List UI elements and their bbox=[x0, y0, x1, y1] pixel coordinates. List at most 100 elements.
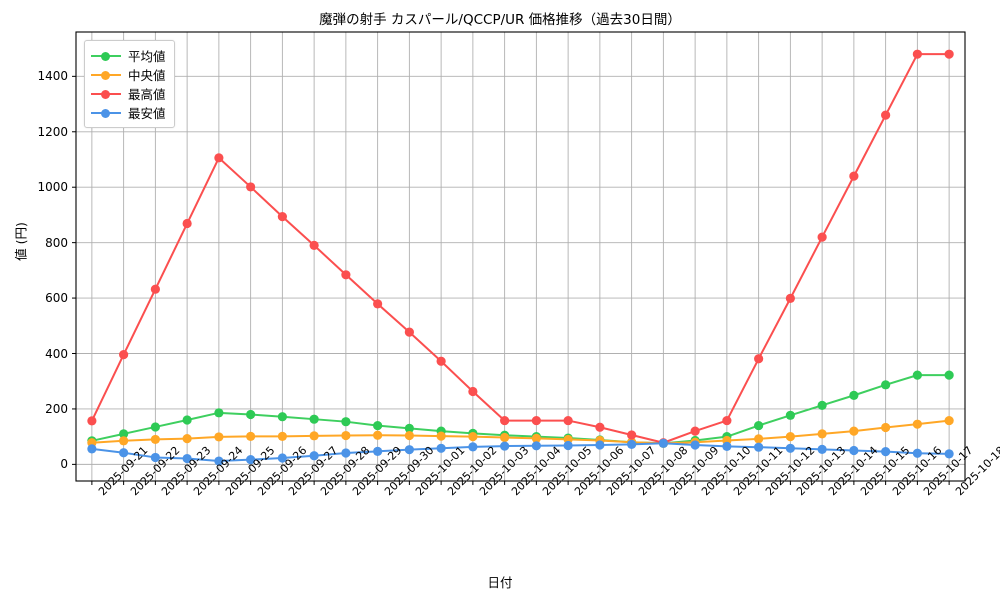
y-tick-label: 1400 bbox=[37, 69, 68, 84]
series-marker-1 bbox=[754, 434, 764, 444]
y-tick-label: 400 bbox=[45, 346, 68, 361]
series-marker-2 bbox=[531, 415, 541, 426]
series-marker-1 bbox=[944, 415, 954, 426]
legend-label: 最安値 bbox=[128, 106, 166, 121]
series-marker-0 bbox=[150, 422, 160, 432]
series-marker-1 bbox=[817, 429, 827, 439]
y-tick-label: 0 bbox=[60, 457, 68, 472]
series-marker-2 bbox=[246, 182, 256, 192]
series-marker-2 bbox=[912, 49, 922, 59]
series-marker-2 bbox=[150, 284, 160, 294]
series-line-3 bbox=[90, 442, 951, 463]
series-marker-3 bbox=[563, 440, 573, 451]
series-marker-1 bbox=[849, 426, 859, 436]
series-marker-3 bbox=[595, 440, 605, 450]
series-marker-0 bbox=[309, 414, 319, 424]
series-marker-2 bbox=[563, 415, 573, 426]
series-marker-0 bbox=[817, 400, 827, 410]
series-marker-3 bbox=[912, 448, 922, 458]
series-marker-3 bbox=[849, 445, 859, 456]
legend-item-0[interactable]: 平均値 bbox=[91, 46, 166, 65]
series-marker-1 bbox=[182, 433, 192, 444]
series-marker-2 bbox=[373, 299, 383, 309]
series-marker-2 bbox=[595, 422, 605, 432]
series-marker-1 bbox=[246, 431, 256, 441]
legend-item-2[interactable]: 最高値 bbox=[91, 84, 166, 103]
series-marker-0 bbox=[849, 390, 859, 400]
series-marker-3 bbox=[722, 441, 732, 451]
series-line-2 bbox=[90, 53, 951, 444]
series-marker-1 bbox=[500, 432, 510, 443]
series-marker-2 bbox=[182, 218, 192, 229]
series-marker-2 bbox=[690, 426, 700, 436]
series-marker-2 bbox=[817, 232, 827, 242]
series-marker-1 bbox=[404, 430, 414, 441]
legend-item-1[interactable]: 中央値 bbox=[91, 65, 166, 84]
series-marker-0 bbox=[341, 417, 351, 427]
series-marker-2 bbox=[500, 415, 510, 426]
legend-swatch-icon bbox=[91, 88, 121, 100]
series-marker-3 bbox=[531, 441, 541, 451]
series-marker-2 bbox=[214, 153, 224, 163]
plot-frame bbox=[75, 31, 966, 482]
legend-label: 中央値 bbox=[128, 68, 166, 83]
series-marker-3 bbox=[500, 441, 510, 451]
legend-label: 平均値 bbox=[128, 49, 166, 64]
series-marker-3 bbox=[627, 439, 637, 450]
series-marker-3 bbox=[150, 452, 160, 463]
series-marker-2 bbox=[722, 415, 732, 426]
legend-swatch-icon bbox=[91, 50, 121, 62]
series-marker-2 bbox=[944, 49, 954, 59]
series-marker-2 bbox=[119, 350, 129, 360]
series-marker-3 bbox=[277, 453, 287, 463]
series-marker-1 bbox=[531, 433, 541, 443]
series-marker-3 bbox=[182, 453, 192, 464]
series-marker-1 bbox=[912, 419, 922, 429]
series-marker-2 bbox=[627, 430, 637, 440]
plot-background bbox=[76, 32, 965, 481]
series-marker-0 bbox=[754, 420, 764, 431]
x-axis-label: 日付 bbox=[487, 575, 513, 590]
series-marker-0 bbox=[785, 410, 795, 420]
legend-swatch-icon bbox=[91, 69, 121, 81]
series-marker-1 bbox=[277, 431, 287, 441]
series-marker-0 bbox=[404, 423, 414, 433]
y-tick-label: 800 bbox=[45, 235, 68, 250]
series-marker-0 bbox=[912, 370, 922, 380]
series-marker-2 bbox=[87, 416, 97, 426]
legend-item-3[interactable]: 最安値 bbox=[91, 103, 166, 122]
series-marker-0 bbox=[373, 420, 383, 431]
series-marker-2 bbox=[468, 386, 478, 397]
chart-legend: 平均値中央値最高値最安値 bbox=[84, 40, 175, 128]
series-marker-3 bbox=[404, 445, 414, 455]
series-marker-0 bbox=[214, 408, 224, 418]
chart-title: 魔弾の射手 カスパール/QCCP/UR 価格推移（過去30日間） bbox=[319, 12, 681, 28]
series-line-0 bbox=[90, 374, 951, 445]
legend-swatch-icon bbox=[91, 107, 121, 119]
series-marker-2 bbox=[309, 240, 319, 251]
series-marker-0 bbox=[277, 412, 287, 422]
series-marker-2 bbox=[277, 211, 287, 222]
series-marker-3 bbox=[785, 443, 795, 453]
y-tick-label: 1000 bbox=[37, 180, 68, 195]
series-marker-3 bbox=[881, 447, 891, 457]
series-marker-3 bbox=[754, 442, 764, 452]
series-marker-1 bbox=[150, 434, 160, 445]
series-marker-1 bbox=[341, 430, 351, 441]
series-marker-2 bbox=[436, 356, 446, 366]
series-marker-3 bbox=[246, 455, 256, 465]
series-marker-0 bbox=[182, 415, 192, 425]
series-marker-2 bbox=[754, 354, 764, 364]
series-marker-3 bbox=[690, 440, 700, 450]
series-marker-0 bbox=[944, 370, 954, 380]
series-marker-3 bbox=[658, 438, 668, 448]
series-marker-1 bbox=[785, 432, 795, 442]
series-marker-1 bbox=[119, 436, 129, 446]
legend-label: 最高値 bbox=[128, 87, 166, 102]
y-tick-label: 200 bbox=[45, 401, 68, 416]
y-tick-label: 1200 bbox=[37, 124, 68, 139]
series-marker-2 bbox=[404, 327, 414, 337]
series-marker-2 bbox=[849, 171, 859, 181]
series-marker-3 bbox=[341, 448, 351, 458]
